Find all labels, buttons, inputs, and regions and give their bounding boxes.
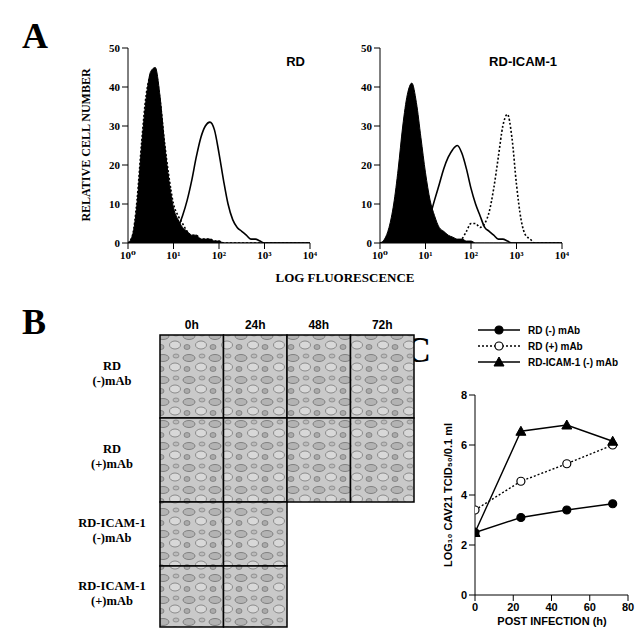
svg-text:0: 0 bbox=[115, 237, 121, 249]
svg-text:RD-ICAM-1: RD-ICAM-1 bbox=[78, 516, 145, 530]
svg-text:20: 20 bbox=[361, 159, 373, 171]
svg-text:0: 0 bbox=[472, 601, 478, 613]
svg-text:24h: 24h bbox=[245, 318, 266, 332]
svg-text:0: 0 bbox=[461, 589, 467, 601]
svg-text:80: 80 bbox=[622, 601, 634, 613]
svg-text:40: 40 bbox=[545, 601, 557, 613]
svg-text:RD: RD bbox=[103, 442, 121, 456]
svg-text:0h: 0h bbox=[185, 318, 199, 332]
svg-text:72h: 72h bbox=[372, 318, 393, 332]
svg-text:LOG FLUORESCENCE: LOG FLUORESCENCE bbox=[275, 270, 414, 285]
svg-text:40: 40 bbox=[361, 81, 373, 93]
svg-text:10⁰: 10⁰ bbox=[372, 249, 388, 261]
svg-text:RD (+) mAb: RD (+) mAb bbox=[528, 341, 583, 352]
svg-text:4: 4 bbox=[461, 489, 468, 501]
svg-text:(-)mAb: (-)mAb bbox=[93, 374, 132, 388]
svg-text:10: 10 bbox=[361, 198, 373, 210]
svg-text:A: A bbox=[22, 16, 48, 56]
svg-text:C: C bbox=[405, 330, 431, 370]
svg-text:20: 20 bbox=[109, 159, 121, 171]
svg-text:10²: 10² bbox=[464, 249, 479, 261]
svg-text:6: 6 bbox=[461, 439, 467, 451]
svg-text:10⁴: 10⁴ bbox=[555, 249, 570, 261]
svg-text:60: 60 bbox=[584, 601, 596, 613]
svg-text:2: 2 bbox=[461, 539, 467, 551]
svg-text:40: 40 bbox=[109, 81, 121, 93]
svg-text:0: 0 bbox=[367, 237, 373, 249]
svg-text:(+)mAb: (+)mAb bbox=[91, 594, 133, 608]
svg-text:8: 8 bbox=[461, 389, 467, 401]
svg-text:RD-ICAM-1: RD-ICAM-1 bbox=[78, 579, 145, 593]
svg-text:48h: 48h bbox=[308, 318, 329, 332]
svg-text:10: 10 bbox=[109, 198, 121, 210]
svg-text:30: 30 bbox=[109, 120, 121, 132]
svg-text:RD: RD bbox=[286, 54, 305, 69]
svg-text:RD: RD bbox=[103, 359, 121, 373]
svg-text:10⁴: 10⁴ bbox=[303, 249, 318, 261]
svg-text:RD-ICAM-1: RD-ICAM-1 bbox=[489, 54, 557, 69]
svg-text:10¹: 10¹ bbox=[418, 249, 432, 261]
svg-text:50: 50 bbox=[109, 42, 121, 54]
svg-text:B: B bbox=[22, 302, 46, 342]
svg-text:(-)mAb: (-)mAb bbox=[93, 531, 132, 545]
svg-text:50: 50 bbox=[361, 42, 373, 54]
svg-text:10¹: 10¹ bbox=[166, 249, 180, 261]
svg-text:10⁰: 10⁰ bbox=[120, 249, 136, 261]
svg-text:10³: 10³ bbox=[257, 249, 272, 261]
svg-text:30: 30 bbox=[361, 120, 373, 132]
svg-text:RD-ICAM-1 (-) mAb: RD-ICAM-1 (-) mAb bbox=[528, 357, 618, 368]
svg-text:10³: 10³ bbox=[509, 249, 524, 261]
svg-text:(+)mAb: (+)mAb bbox=[91, 457, 133, 471]
svg-text:RD (-) mAb: RD (-) mAb bbox=[528, 325, 580, 336]
svg-text:10²: 10² bbox=[212, 249, 227, 261]
svg-text:LOG₁₀ CAV21 TCID₅₀/0.1 ml: LOG₁₀ CAV21 TCID₅₀/0.1 ml bbox=[442, 423, 454, 567]
svg-text:RELATIVE CELL NUMBER: RELATIVE CELL NUMBER bbox=[79, 68, 93, 221]
svg-text:POST INFECTION (h): POST INFECTION (h) bbox=[497, 615, 607, 627]
svg-text:20: 20 bbox=[507, 601, 519, 613]
